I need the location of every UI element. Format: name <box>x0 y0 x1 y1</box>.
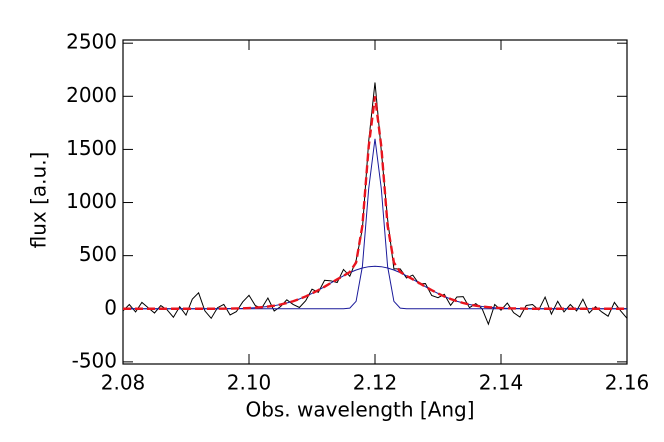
y-tick-label: 1000 <box>66 189 117 213</box>
series-line <box>123 96 627 310</box>
y-tick-label: 500 <box>79 242 117 266</box>
y-tick-label: 2500 <box>66 30 117 54</box>
y-tick-label: -500 <box>72 348 117 372</box>
y-tick-label: 0 <box>104 295 117 319</box>
series-line <box>123 138 627 310</box>
x-tick-label: 2.10 <box>227 371 272 395</box>
x-tick-label: 2.14 <box>479 371 524 395</box>
x-tick-label: 2.16 <box>605 371 650 395</box>
series-line <box>122 82 628 326</box>
x-tick-label: 2.08 <box>101 371 146 395</box>
plot-frame <box>122 39 628 365</box>
y-tick-label: 1500 <box>66 136 117 160</box>
series-line <box>123 265 627 310</box>
x-tick-label: 2.12 <box>353 371 398 395</box>
y-tick-label: 2000 <box>66 83 117 107</box>
x-axis-label: Obs. wavelength [Ang] <box>245 398 474 422</box>
y-axis-label: flux [a.u.] <box>27 152 51 249</box>
